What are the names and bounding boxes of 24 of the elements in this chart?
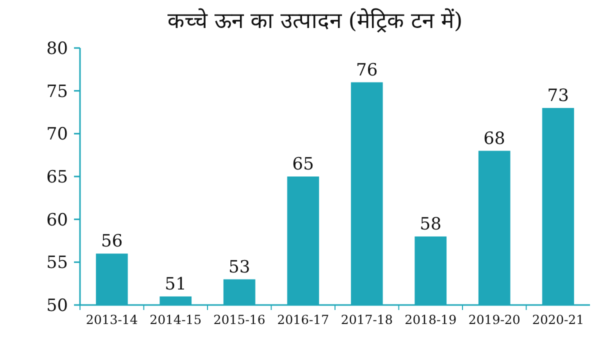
data-label: 51 <box>164 274 186 294</box>
y-tick-label: 65 <box>46 168 68 188</box>
data-label: 65 <box>292 154 314 174</box>
x-tick-label: 2018-19 <box>404 312 457 327</box>
x-tick-label: 2013-14 <box>86 312 138 327</box>
x-tick-label: 2017-18 <box>340 312 393 327</box>
y-tick-label: 60 <box>46 210 68 230</box>
chart-title: कच्चे ऊन का उत्पादन (मेट्रिक टन में) <box>167 8 463 34</box>
data-label: 56 <box>101 232 123 252</box>
data-label: 58 <box>420 214 442 234</box>
x-tick-label: 2020-21 <box>532 312 584 327</box>
x-tick-label: 2019-20 <box>468 312 520 327</box>
y-tick-label: 70 <box>46 124 68 145</box>
x-tick-label: 2014-15 <box>150 312 202 327</box>
data-label: 53 <box>228 257 250 278</box>
data-label: 76 <box>356 60 378 80</box>
y-tick-label: 80 <box>46 39 68 59</box>
y-tick-label: 75 <box>46 82 68 102</box>
y-tick-label: 50 <box>46 296 68 316</box>
data-label: 68 <box>484 128 506 149</box>
x-tick-label: 2015-16 <box>213 312 266 327</box>
data-label: 73 <box>547 86 569 106</box>
x-tick-label: 2016-17 <box>277 312 330 327</box>
y-tick-label: 55 <box>46 253 68 274</box>
